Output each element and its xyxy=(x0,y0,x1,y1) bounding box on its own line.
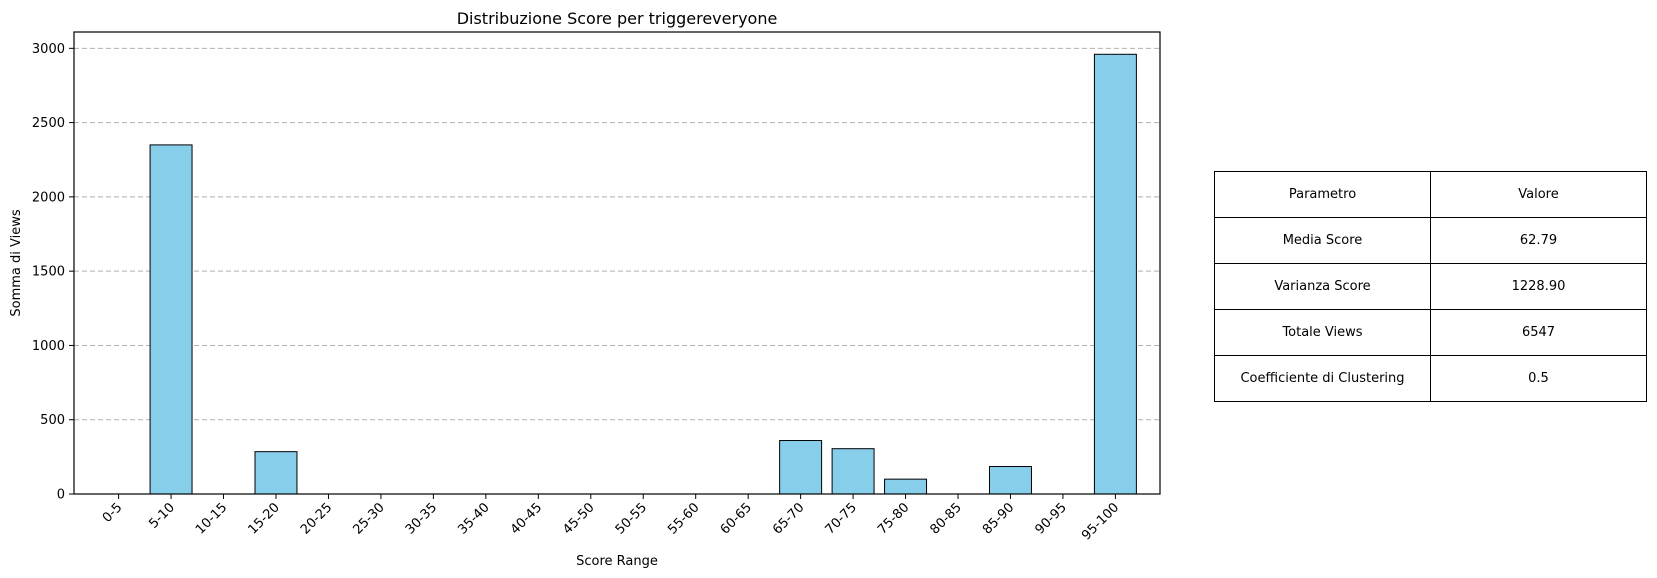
table-header-valore: Valore xyxy=(1430,171,1647,218)
bar xyxy=(149,144,193,495)
x-tick-label: 40-45 xyxy=(508,500,545,537)
chart-title: Distribuzione Score per triggereveryone xyxy=(457,9,778,28)
x-tick-label: 50-55 xyxy=(613,500,650,537)
x-tick-label: 25-30 xyxy=(350,500,387,537)
y-tick-label: 1500 xyxy=(32,265,65,280)
table-row: Coefficiente di Clustering 0.5 xyxy=(1214,355,1647,402)
table-header-row: Parametro Valore xyxy=(1214,171,1647,218)
x-axis-label: Score Range xyxy=(576,554,658,569)
x-tick-label: 5-10 xyxy=(146,500,177,531)
x-tick-label: 45-50 xyxy=(560,500,597,537)
y-tick-label: 1000 xyxy=(32,339,65,354)
y-tick-label: 3000 xyxy=(32,42,65,57)
x-tick-label: 55-60 xyxy=(665,500,702,537)
x-tick-label: 85-90 xyxy=(980,500,1017,537)
bar xyxy=(884,478,928,495)
table-row: Media Score 62.79 xyxy=(1214,217,1647,264)
bar xyxy=(254,451,298,495)
table-cell-param: Varianza Score xyxy=(1214,263,1431,310)
table-cell-param: Coefficiente di Clustering xyxy=(1214,355,1431,402)
bar xyxy=(779,440,823,495)
y-tick-label: 2500 xyxy=(32,116,65,131)
table-cell-value: 6547 xyxy=(1430,309,1647,356)
table-row: Varianza Score 1228.90 xyxy=(1214,263,1647,310)
x-tick-label: 70-75 xyxy=(823,500,860,537)
table-cell-value: 0.5 xyxy=(1430,355,1647,402)
bar xyxy=(831,448,875,495)
x-tick-label: 90-95 xyxy=(1032,500,1069,537)
x-tick-label: 20-25 xyxy=(298,500,335,537)
y-axis-label: Somma di Views xyxy=(9,209,24,316)
table-row: Totale Views 6547 xyxy=(1214,309,1647,356)
table-header-parametro: Parametro xyxy=(1214,171,1431,218)
x-tick-label: 15-20 xyxy=(245,500,282,537)
bar xyxy=(988,466,1032,495)
bar xyxy=(1093,53,1137,495)
plot-frame xyxy=(73,31,1161,495)
y-tick-label: 0 xyxy=(57,488,65,503)
x-tick-label: 75-80 xyxy=(875,500,912,537)
x-tick-label: 95-100 xyxy=(1079,500,1122,543)
table-cell-param: Media Score xyxy=(1214,217,1431,264)
y-tick-label: 500 xyxy=(40,413,65,428)
x-tick-label: 60-65 xyxy=(718,500,755,537)
y-tick-label: 2000 xyxy=(32,190,65,205)
table-cell-value: 62.79 xyxy=(1430,217,1647,264)
x-tick-label: 0-5 xyxy=(100,500,126,526)
x-tick-label: 35-40 xyxy=(455,500,492,537)
table-cell-param: Totale Views xyxy=(1214,309,1431,356)
x-tick-label: 10-15 xyxy=(193,500,230,537)
stats-table: Parametro Valore Media Score 62.79 Varia… xyxy=(1214,171,1647,402)
x-tick-label: 65-70 xyxy=(770,500,807,537)
x-tick-label: 30-35 xyxy=(403,500,440,537)
x-tick-label: 80-85 xyxy=(928,500,965,537)
table-cell-value: 1228.90 xyxy=(1430,263,1647,310)
